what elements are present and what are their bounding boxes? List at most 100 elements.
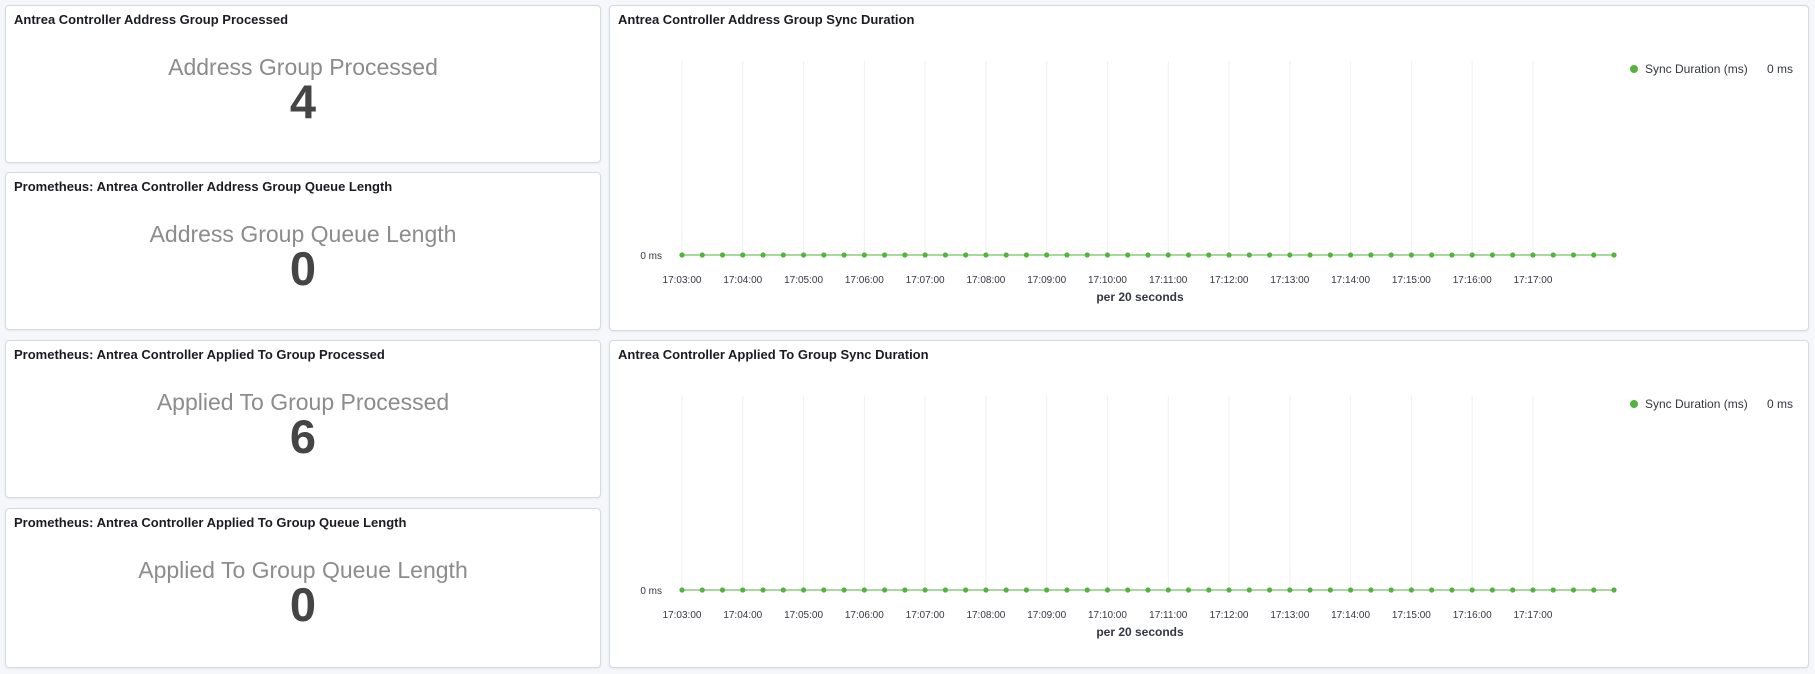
data-point[interactable] — [1591, 587, 1597, 593]
data-point[interactable] — [679, 587, 685, 593]
sync-duration-chart[interactable]: 17:03:00 17:04:00 17:05:00 17:06:00 17:07:00… — [610, 341, 1810, 669]
data-point[interactable] — [1023, 252, 1030, 258]
data-point[interactable] — [983, 252, 989, 258]
data-point[interactable] — [1489, 252, 1496, 258]
data-point[interactable] — [719, 252, 726, 258]
data-point[interactable] — [1591, 252, 1597, 258]
panel-title[interactable]: Antrea Controller Address Group Processe… — [14, 12, 289, 27]
data-point[interactable] — [1064, 252, 1070, 258]
panel-title[interactable]: Prometheus: Antrea Controller Applied To… — [14, 347, 385, 362]
data-point[interactable] — [861, 587, 867, 593]
data-point[interactable] — [902, 252, 908, 258]
panel-title[interactable]: Prometheus: Antrea Controller Address Gr… — [14, 179, 393, 194]
data-point[interactable] — [1388, 252, 1394, 258]
data-point[interactable] — [1550, 252, 1556, 258]
data-point[interactable] — [1125, 587, 1131, 593]
data-point[interactable] — [1165, 252, 1171, 258]
data-point[interactable] — [1226, 252, 1232, 258]
data-point[interactable] — [1348, 587, 1354, 593]
data-point[interactable] — [1145, 587, 1151, 593]
data-point[interactable] — [1510, 587, 1516, 593]
data-point[interactable] — [1104, 252, 1111, 258]
data-point[interactable] — [1469, 252, 1475, 258]
data-point[interactable] — [1185, 252, 1192, 258]
data-point[interactable] — [1489, 587, 1496, 593]
data-point[interactable] — [760, 252, 766, 258]
data-point[interactable] — [1307, 252, 1313, 258]
panel-title[interactable]: Prometheus: Antrea Controller Applied To… — [14, 515, 407, 530]
legend-item[interactable]: Sync Duration (ms) 0 ms — [1630, 62, 1793, 76]
data-point[interactable] — [1348, 252, 1354, 258]
data-point[interactable] — [1530, 587, 1536, 593]
data-point[interactable] — [1429, 252, 1435, 258]
data-point[interactable] — [1246, 252, 1252, 258]
data-point[interactable] — [1185, 587, 1192, 593]
data-point[interactable] — [740, 252, 746, 258]
data-point[interactable] — [1307, 587, 1313, 593]
data-point[interactable] — [983, 587, 989, 593]
data-point[interactable] — [1003, 252, 1009, 258]
data-point[interactable] — [740, 587, 746, 593]
data-point[interactable] — [1570, 587, 1577, 593]
data-point[interactable] — [882, 587, 888, 593]
data-point[interactable] — [821, 252, 827, 258]
data-point[interactable] — [942, 587, 948, 593]
data-point[interactable] — [1084, 587, 1090, 593]
data-point[interactable] — [1206, 252, 1212, 258]
data-point[interactable] — [1368, 587, 1374, 593]
data-point[interactable] — [922, 587, 928, 593]
data-point[interactable] — [719, 587, 726, 593]
data-point[interactable] — [679, 252, 685, 258]
data-point[interactable] — [1530, 252, 1536, 258]
data-point[interactable] — [1611, 587, 1617, 593]
panel-title[interactable]: Antrea Controller Address Group Sync Dur… — [618, 12, 915, 27]
data-point[interactable] — [1023, 587, 1030, 593]
data-point[interactable] — [841, 587, 847, 593]
data-point[interactable] — [1287, 252, 1293, 258]
panel-title[interactable]: Antrea Controller Applied To Group Sync … — [618, 347, 929, 362]
data-point[interactable] — [861, 252, 867, 258]
data-point[interactable] — [1510, 252, 1516, 258]
data-point[interactable] — [1368, 252, 1374, 258]
data-point[interactable] — [821, 587, 827, 593]
data-point[interactable] — [760, 587, 766, 593]
data-point[interactable] — [841, 252, 847, 258]
data-point[interactable] — [1165, 587, 1171, 593]
data-point[interactable] — [942, 252, 948, 258]
data-point[interactable] — [1064, 587, 1070, 593]
data-point[interactable] — [1125, 252, 1131, 258]
data-point[interactable] — [1084, 252, 1090, 258]
legend-item[interactable]: Sync Duration (ms) 0 ms — [1630, 397, 1793, 411]
data-point[interactable] — [1570, 252, 1577, 258]
data-point[interactable] — [922, 252, 928, 258]
data-point[interactable] — [1266, 587, 1273, 593]
data-point[interactable] — [1145, 252, 1151, 258]
data-point[interactable] — [1449, 587, 1455, 593]
data-point[interactable] — [1266, 252, 1273, 258]
data-point[interactable] — [1246, 587, 1252, 593]
data-point[interactable] — [1226, 587, 1232, 593]
data-point[interactable] — [1429, 587, 1435, 593]
data-point[interactable] — [780, 252, 786, 258]
data-point[interactable] — [1287, 587, 1293, 593]
data-point[interactable] — [1327, 587, 1333, 593]
data-point[interactable] — [1104, 587, 1111, 593]
data-point[interactable] — [699, 587, 705, 593]
data-point[interactable] — [1550, 587, 1556, 593]
data-point[interactable] — [1408, 252, 1414, 258]
data-point[interactable] — [1044, 252, 1050, 258]
data-point[interactable] — [963, 252, 969, 258]
data-point[interactable] — [902, 587, 908, 593]
data-point[interactable] — [1206, 587, 1212, 593]
data-point[interactable] — [1327, 252, 1333, 258]
data-point[interactable] — [963, 587, 969, 593]
data-point[interactable] — [1003, 587, 1009, 593]
data-point[interactable] — [1469, 587, 1475, 593]
data-point[interactable] — [882, 252, 888, 258]
data-point[interactable] — [1044, 587, 1050, 593]
data-point[interactable] — [1449, 252, 1455, 258]
data-point[interactable] — [780, 587, 786, 593]
data-point[interactable] — [800, 587, 807, 593]
data-point[interactable] — [1408, 587, 1414, 593]
data-point[interactable] — [1611, 252, 1617, 258]
